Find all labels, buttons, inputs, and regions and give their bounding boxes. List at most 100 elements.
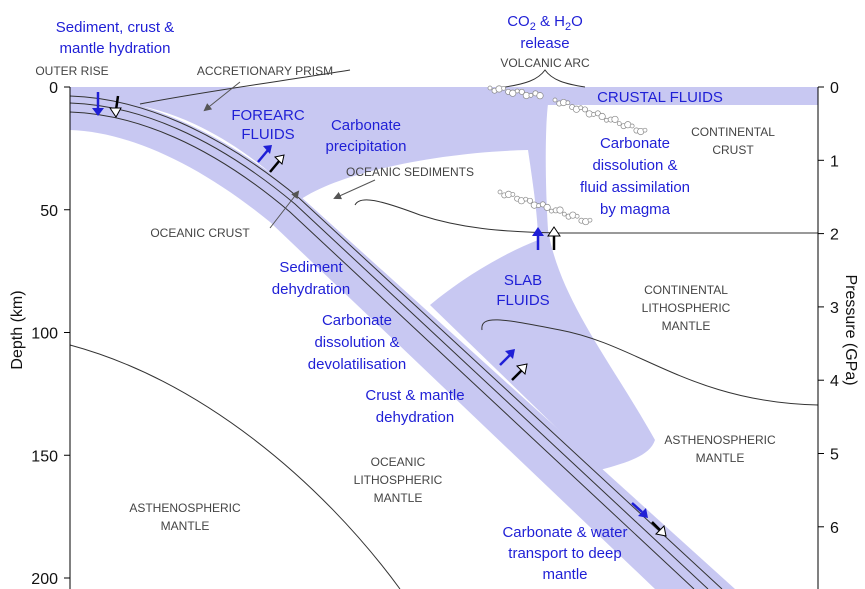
label: OUTER RISE xyxy=(35,64,108,78)
label: OCEANIC SEDIMENTS xyxy=(346,165,474,179)
bubble xyxy=(543,203,551,211)
label-line: FOREARC xyxy=(231,107,305,124)
pressure-axis-title: Pressure (GPa) xyxy=(842,274,859,385)
label-line: precipitation xyxy=(326,138,407,155)
label: FOREARC FLUIDS xyxy=(231,107,305,143)
label: ASTHENOSPHERIC MANTLE xyxy=(664,433,776,465)
pressure-tick-label: 5 xyxy=(830,447,839,464)
label: OCEANIC LITHOSPHERIC MANTLE xyxy=(354,455,443,505)
white-arrow xyxy=(511,369,523,381)
label-line: Carbonate & water xyxy=(502,524,627,541)
bubble xyxy=(616,121,622,126)
label-line: dehydration xyxy=(272,281,350,298)
label-line: fluid assimilation xyxy=(580,179,690,196)
bubble xyxy=(497,189,503,195)
bubble xyxy=(495,85,503,93)
label-line: MANTLE xyxy=(662,319,711,333)
bubble xyxy=(556,206,564,214)
label-part: CO xyxy=(507,13,530,30)
pressure-tick-label: 6 xyxy=(830,520,839,537)
label: VOLCANIC ARC xyxy=(500,56,590,70)
label-line: devolatilisation xyxy=(308,356,406,373)
pressure-tick-label: 3 xyxy=(830,300,839,317)
pressure-tick-label: 1 xyxy=(830,153,839,170)
label-line: FLUIDS xyxy=(496,292,549,309)
label: Carbonate dissolution & devolatilisation xyxy=(308,312,406,373)
label: Carbonate & water transport to deep mantle xyxy=(502,524,627,583)
white-arrow xyxy=(274,154,285,165)
label-line: LITHOSPHERIC xyxy=(642,301,731,315)
bubble xyxy=(552,97,558,103)
label: CONTINENTAL LITHOSPHERIC MANTLE xyxy=(642,283,731,333)
blue-arrow xyxy=(631,502,643,513)
label: CO2 & H2O xyxy=(507,13,583,33)
blue-arrow xyxy=(532,227,544,236)
prism-boundary xyxy=(139,69,351,105)
pressure-tick-label: 0 xyxy=(830,80,839,97)
label: OCEANIC CRUST xyxy=(150,226,250,240)
volcano xyxy=(504,69,586,88)
label-line: FLUIDS xyxy=(241,126,294,143)
bubble xyxy=(642,127,648,133)
label-line: MANTLE xyxy=(374,491,423,505)
bubble xyxy=(501,85,506,91)
label-line: dissolution & xyxy=(592,157,677,174)
label-line: Sediment, crust & xyxy=(56,19,174,36)
depth-tick-label: 50 xyxy=(40,203,58,220)
blue-arrow xyxy=(638,508,648,518)
label-line: dissolution & xyxy=(314,334,399,351)
moho xyxy=(354,199,818,234)
label-line: dehydration xyxy=(376,409,454,426)
label-line: CONTINENTAL xyxy=(644,283,728,297)
label-line: Carbonate xyxy=(331,117,401,134)
magma-bubbles xyxy=(487,85,648,226)
depth-tick-label: 200 xyxy=(31,571,58,588)
pointer-arrow xyxy=(269,190,300,229)
label-line: MANTLE xyxy=(161,519,210,533)
label-line: by magma xyxy=(600,201,671,218)
label-line: MANTLE xyxy=(696,451,745,465)
white-arrow xyxy=(109,107,122,118)
label-part: O xyxy=(571,13,583,30)
blue-arrow xyxy=(257,149,269,163)
bubble xyxy=(604,117,609,123)
white-arrow xyxy=(654,524,667,537)
label-line: ASTHENOSPHERIC xyxy=(664,433,776,447)
label: Sediment, crust & mantle hydration xyxy=(56,19,174,57)
label-line: SLAB xyxy=(504,272,542,289)
bubble xyxy=(518,88,525,95)
label: Crust & mantle dehydration xyxy=(365,387,464,426)
label-line: mantle xyxy=(542,566,587,583)
lithosphere-base xyxy=(481,319,819,406)
depth-tick-label: 100 xyxy=(31,326,58,343)
white-arrow xyxy=(651,521,661,531)
white-arrow xyxy=(515,363,528,376)
blue-arrow xyxy=(263,145,272,154)
label-line: Carbonate xyxy=(600,135,670,152)
crustal-fluid-zone xyxy=(70,87,818,105)
label: ACCRETIONARY PRISM xyxy=(197,64,333,78)
bubble xyxy=(527,197,533,204)
label-part: 2 xyxy=(530,21,536,33)
bubble xyxy=(598,112,606,121)
bubble xyxy=(528,92,534,98)
label-line: CONTINENTAL xyxy=(691,125,775,139)
pointer-arrow xyxy=(203,81,241,112)
label-part: 2 xyxy=(565,21,571,33)
depth-tick-label: 150 xyxy=(31,448,58,465)
bubble xyxy=(582,106,588,113)
pointer-arrow xyxy=(333,179,376,200)
label-line: Carbonate xyxy=(322,312,392,329)
white-arrow xyxy=(547,226,561,237)
bubble xyxy=(587,217,593,223)
label-line: ASTHENOSPHERIC xyxy=(129,501,241,515)
asthenosphere-boundary xyxy=(69,344,401,589)
label: release xyxy=(520,35,569,52)
fluid-region xyxy=(130,104,655,470)
label-line: Sediment xyxy=(279,259,343,276)
bubble xyxy=(561,211,567,217)
blue-arrow xyxy=(92,108,104,116)
flux-arrows xyxy=(92,92,667,537)
bubble xyxy=(565,100,571,106)
